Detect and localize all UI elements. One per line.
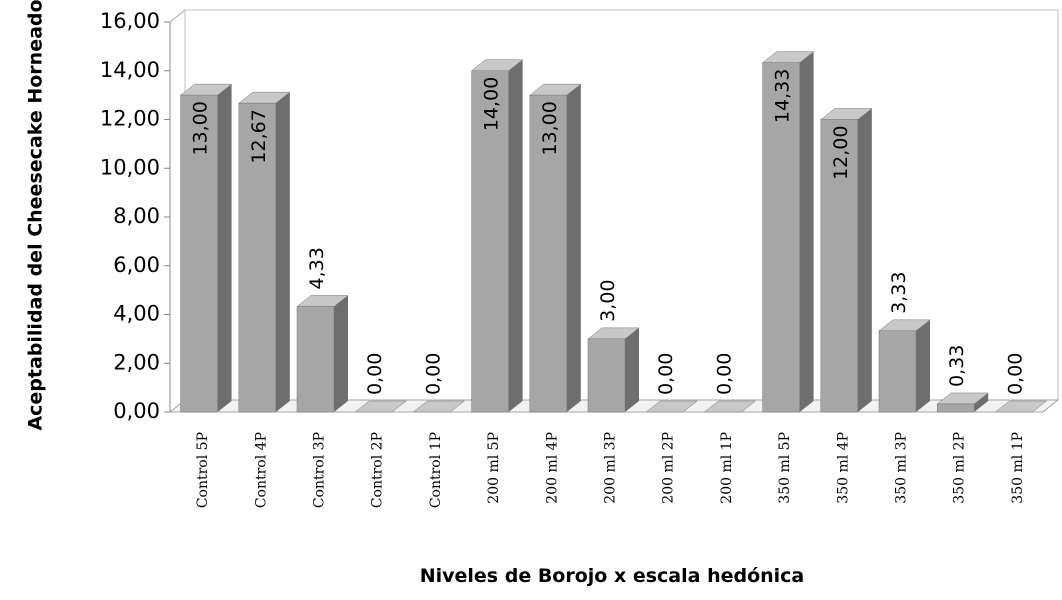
bar-top	[354, 400, 407, 413]
bar	[471, 70, 509, 413]
value-label: 0,00	[1004, 353, 1026, 395]
bar	[296, 306, 335, 413]
y-tick-label: 4,00	[113, 302, 160, 326]
bar	[936, 403, 975, 413]
value-label: 0,00	[422, 353, 444, 395]
bar	[238, 102, 277, 413]
side-wall-edge	[169, 9, 186, 23]
value-label: 12,67	[248, 109, 270, 163]
bar-side	[625, 327, 639, 412]
x-tick-label: 200 ml 1P	[719, 432, 735, 504]
bar-side	[857, 108, 872, 412]
bar-top	[645, 400, 698, 413]
y-tick-label: 6,00	[113, 253, 160, 277]
x-tick-label: 200 ml 2P	[661, 432, 677, 504]
y-tick-label: 14,00	[100, 58, 160, 82]
x-axis-title: Niveles de Borojo x escala hedónica	[420, 565, 805, 587]
value-label: 0,33	[946, 345, 968, 387]
y-tick-label: 2,00	[113, 350, 160, 374]
bar-side	[799, 51, 814, 413]
x-tick-label: 200 ml 4P	[544, 432, 560, 504]
bar	[529, 94, 568, 413]
bar-top	[412, 400, 466, 413]
value-label: 0,00	[364, 353, 386, 395]
y-tick-label: 10,00	[100, 155, 160, 179]
bar-top	[994, 400, 1048, 413]
x-tick-label: 200 ml 5P	[486, 432, 502, 504]
x-tick-label: 350 ml 5P	[777, 432, 793, 504]
y-tick-label: 8,00	[113, 204, 160, 228]
y-tick-label: 16,00	[100, 9, 160, 33]
value-label: 12,00	[830, 126, 852, 180]
value-label: 4,33	[306, 247, 328, 289]
x-tick-label: Control 3P	[312, 432, 328, 508]
x-tick-label: 350 ml 4P	[835, 432, 851, 504]
value-label: 0,00	[713, 353, 735, 395]
x-tick-label: 200 ml 3P	[603, 432, 619, 504]
value-label: 13,00	[539, 101, 561, 155]
bar	[762, 62, 800, 413]
x-tick-label: 350 ml 1P	[1010, 432, 1026, 504]
y-tick-label: 12,00	[100, 107, 160, 131]
bar-side	[334, 295, 348, 412]
bar	[878, 330, 917, 413]
value-label: 13,00	[190, 101, 212, 155]
bar-top	[703, 400, 757, 413]
x-tick-label: Control 5P	[195, 432, 211, 508]
value-label: 14,33	[772, 69, 794, 123]
x-tick-label: Control 2P	[370, 432, 386, 508]
y-axis-title: Aceptabilidad del Cheesecake Horneado	[25, 0, 47, 431]
x-tick-label: 350 ml 3P	[894, 432, 910, 504]
bar	[180, 94, 218, 413]
value-label: 3,00	[597, 280, 619, 322]
bar-side	[508, 59, 523, 412]
x-tick-label: Control 4P	[253, 432, 269, 508]
value-label: 0,00	[655, 353, 677, 395]
bar-side	[916, 319, 930, 412]
bar	[587, 338, 626, 413]
bar-side	[217, 84, 232, 412]
y-tick-label: 0,00	[113, 399, 160, 423]
value-label: 14,00	[481, 77, 503, 131]
x-tick-label: Control 1P	[428, 432, 444, 508]
bar	[820, 119, 859, 413]
bar-side	[974, 392, 989, 412]
x-tick-label: 350 ml 2P	[952, 432, 968, 504]
bar-side	[566, 84, 581, 412]
value-label: 3,33	[888, 272, 910, 314]
bar-side	[275, 92, 290, 412]
